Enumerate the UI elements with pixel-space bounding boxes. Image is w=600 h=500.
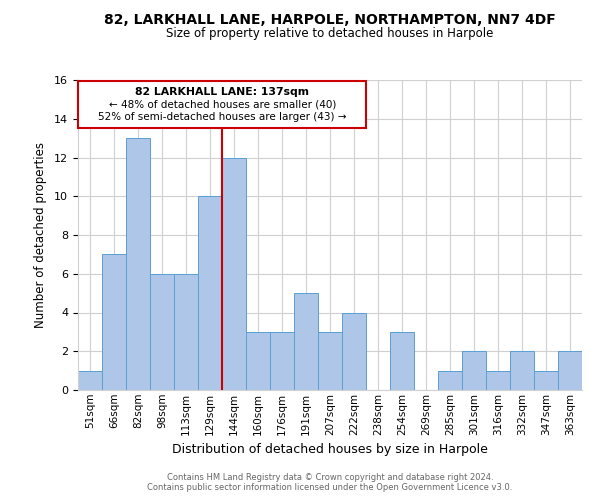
Bar: [558, 351, 582, 390]
FancyBboxPatch shape: [79, 81, 366, 128]
Bar: [102, 254, 126, 390]
Text: Contains public sector information licensed under the Open Government Licence v3: Contains public sector information licen…: [148, 484, 512, 492]
Bar: [510, 351, 534, 390]
Bar: [438, 370, 462, 390]
Bar: [246, 332, 270, 390]
Bar: [462, 351, 486, 390]
Y-axis label: Number of detached properties: Number of detached properties: [34, 142, 47, 328]
Bar: [318, 332, 342, 390]
Bar: [486, 370, 510, 390]
Bar: [294, 293, 318, 390]
Text: ← 48% of detached houses are smaller (40): ← 48% of detached houses are smaller (40…: [109, 100, 336, 110]
Bar: [198, 196, 222, 390]
Bar: [78, 370, 102, 390]
Bar: [126, 138, 150, 390]
Bar: [222, 158, 246, 390]
Bar: [534, 370, 558, 390]
Text: 82 LARKHALL LANE: 137sqm: 82 LARKHALL LANE: 137sqm: [135, 87, 309, 97]
Bar: [174, 274, 198, 390]
Text: Contains HM Land Registry data © Crown copyright and database right 2024.: Contains HM Land Registry data © Crown c…: [167, 474, 493, 482]
Bar: [342, 312, 366, 390]
Bar: [150, 274, 174, 390]
Bar: [390, 332, 414, 390]
Text: Size of property relative to detached houses in Harpole: Size of property relative to detached ho…: [166, 28, 494, 40]
X-axis label: Distribution of detached houses by size in Harpole: Distribution of detached houses by size …: [172, 443, 488, 456]
Text: 82, LARKHALL LANE, HARPOLE, NORTHAMPTON, NN7 4DF: 82, LARKHALL LANE, HARPOLE, NORTHAMPTON,…: [104, 12, 556, 26]
Bar: [270, 332, 294, 390]
Text: 52% of semi-detached houses are larger (43) →: 52% of semi-detached houses are larger (…: [98, 112, 346, 122]
